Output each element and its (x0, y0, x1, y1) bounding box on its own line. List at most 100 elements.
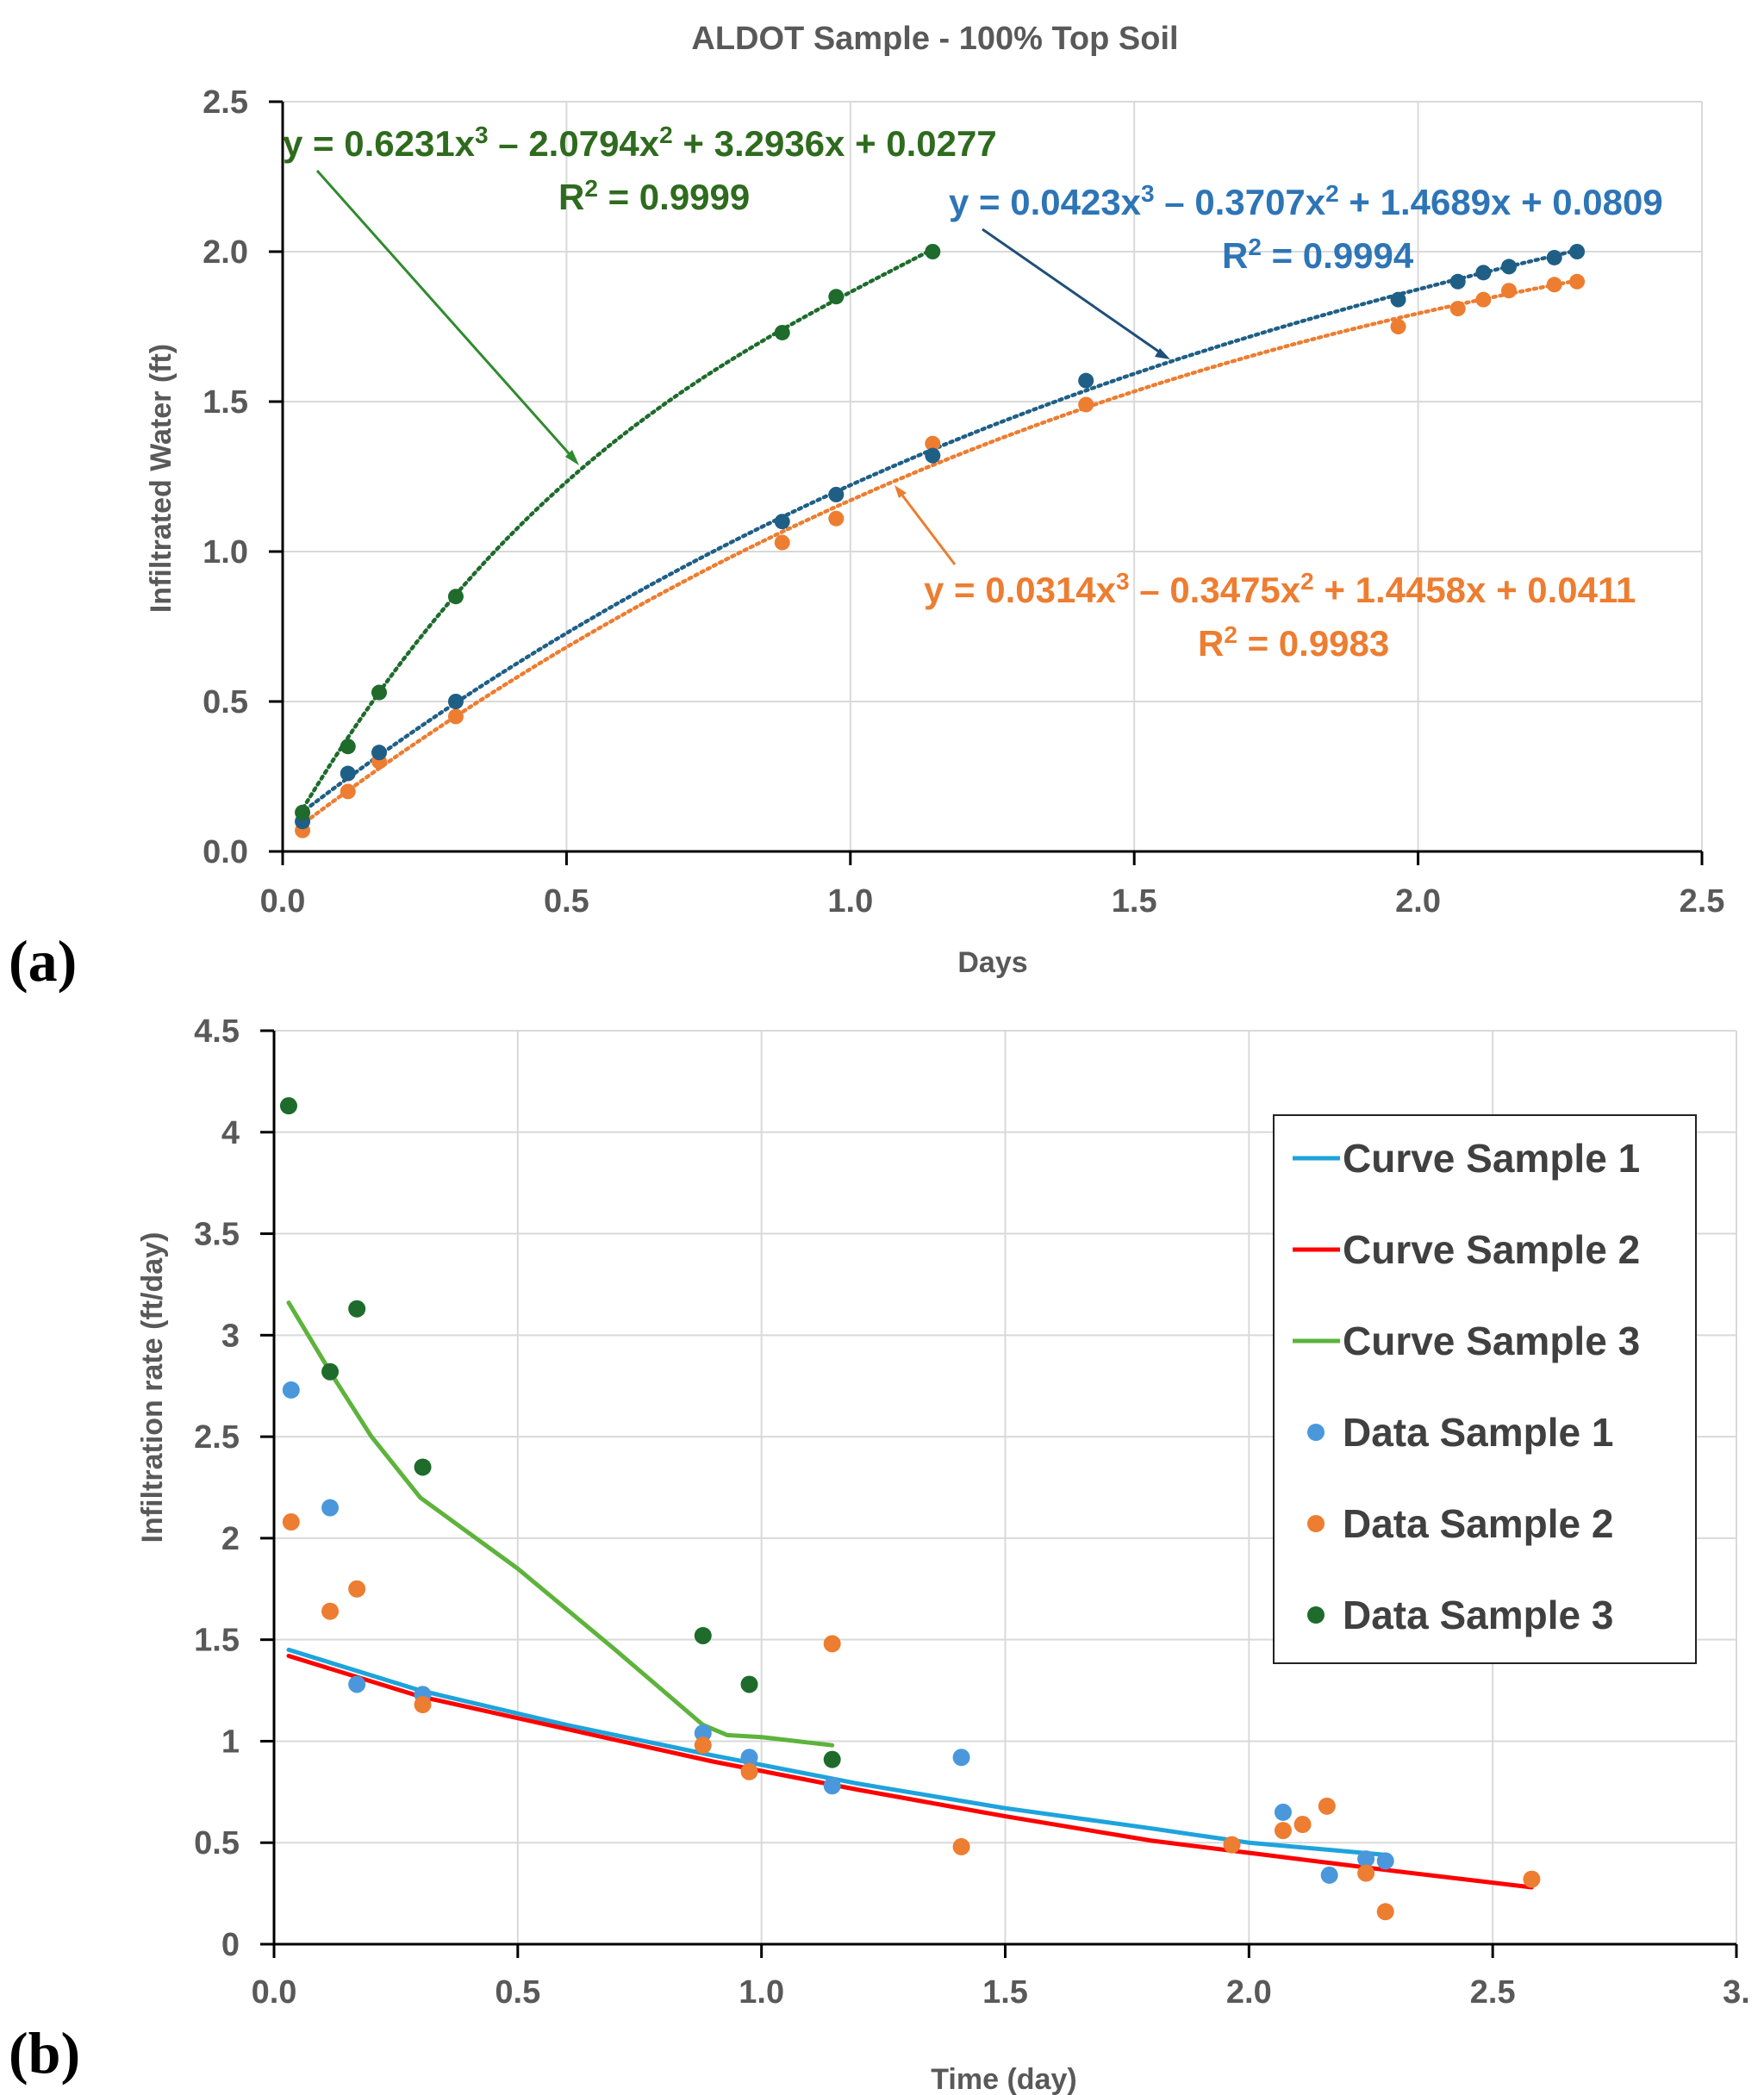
data-point-sample-1 (925, 447, 941, 464)
legend-label-curve-sample-3: Curve Sample 3 (1343, 1319, 1640, 1363)
y-tick-label: 2.5 (194, 1419, 240, 1456)
equation-blue-part3: + 1.4689x + 0.0809 (1339, 182, 1663, 222)
x-tick-label: 3. (1723, 1974, 1750, 2011)
data-point-sample-1 (828, 486, 845, 502)
data-point-sample-2 (1475, 291, 1492, 308)
data-point-data-sample-3 (279, 1097, 297, 1115)
equation-blue-sup2: 2 (1325, 180, 1339, 207)
r2-blue-label: R (1222, 235, 1248, 276)
data-point-data-sample-2 (952, 1837, 970, 1855)
x-tick-label: 0.0 (252, 1974, 297, 2011)
equation-green-part2: – 2.0794x (489, 123, 660, 164)
data-point-data-sample-2 (414, 1696, 432, 1714)
x-tick-label: 0.5 (544, 883, 589, 920)
data-point-data-sample-2 (740, 1762, 758, 1780)
trendline-sample-2 (297, 278, 1580, 828)
arrow-orange-head (894, 485, 907, 498)
data-point-sample-2 (1390, 319, 1406, 334)
r2-orange: R2 = 0.9983 (1198, 621, 1389, 664)
data-point-data-sample-1 (1357, 1850, 1375, 1868)
data-point-sample-3 (340, 739, 356, 755)
r2-blue: R2 = 0.9994 (1222, 234, 1414, 277)
data-point-data-sample-3 (823, 1750, 841, 1768)
x-tick-label: 0.5 (495, 1974, 540, 2011)
data-point-sample-1 (1569, 244, 1586, 259)
chart-b-x-axis-title: Time (day) (931, 2063, 1076, 2095)
equation-blue-part2: – 0.3707x (1155, 182, 1326, 222)
data-point-data-sample-3 (740, 1675, 758, 1693)
data-point-data-sample-2 (321, 1602, 340, 1620)
x-tick-label: 0.0 (260, 883, 306, 920)
x-tick-label: 2.0 (1226, 1974, 1272, 2011)
r2-blue-sup: 2 (1248, 234, 1262, 260)
data-point-data-sample-1 (952, 1749, 970, 1767)
y-tick-label: 0.5 (203, 684, 248, 720)
data-point-sample-3 (925, 244, 941, 259)
equation-green-part3: + 3.2936x + 0.0277 (673, 123, 997, 164)
legend-label-curve-sample-1: Curve Sample 1 (1343, 1136, 1640, 1181)
data-point-data-sample-1 (282, 1381, 300, 1399)
x-tick-label: 1.5 (1112, 883, 1157, 920)
data-point-data-sample-1 (694, 1724, 712, 1743)
data-point-data-sample-2 (1318, 1797, 1336, 1815)
y-tick-label: 4 (221, 1115, 240, 1151)
data-point-sample-2 (340, 783, 356, 800)
x-tick-label: 2.5 (1470, 1974, 1516, 2011)
chart-a-title: ALDOT Sample - 100% Top Soil (691, 21, 1178, 57)
data-point-data-sample-2 (1293, 1816, 1312, 1834)
chart-a-y-axis-title: Infiltrated Water (ft) (145, 344, 178, 613)
data-point-sample-1 (774, 514, 790, 530)
y-tick-label: 4.5 (194, 1013, 240, 1050)
equation-blue: y = 0.0423x3 – 0.3707x2 + 1.4689x + 0.08… (949, 180, 1663, 223)
data-point-sample-2 (1501, 283, 1518, 299)
panel-label-a: (a) (9, 928, 77, 994)
r2-orange-sup: 2 (1224, 621, 1237, 648)
r2-orange-label: R (1198, 623, 1224, 664)
y-tick-label: 2 (221, 1521, 240, 1557)
panel-label-b: (b) (9, 2020, 80, 2086)
equation-blue-sup1: 3 (1141, 180, 1155, 207)
data-point-sample-1 (371, 745, 387, 761)
legend-label-data-sample-2: Data Sample 2 (1343, 1501, 1613, 1546)
data-point-data-sample-2 (823, 1635, 841, 1653)
r2-green-value: = 0.9999 (598, 177, 750, 217)
data-point-data-sample-3 (414, 1458, 432, 1476)
equation-green: y = 0.6231x3 – 2.0794x2 + 3.2936x + 0.02… (283, 122, 997, 165)
data-point-data-sample-1 (348, 1675, 366, 1693)
data-point-data-sample-2 (1357, 1864, 1375, 1882)
equation-green-part1: y = 0.6231x (283, 123, 476, 164)
chart-b-axes (260, 1029, 1738, 1958)
trendline-sample-1 (297, 248, 1580, 816)
data-point-data-sample-2 (1376, 1903, 1394, 1921)
data-point-sample-2 (774, 534, 790, 551)
data-point-sample-3 (447, 589, 464, 605)
arrow-green (315, 170, 577, 462)
data-point-data-sample-1 (1376, 1852, 1394, 1870)
chart-a-x-axis-title: Days (957, 946, 1027, 979)
data-point-data-sample-2 (1223, 1836, 1241, 1854)
data-point-sample-3 (774, 324, 790, 340)
y-tick-label: 0.5 (194, 1825, 240, 1861)
data-point-sample-1 (1390, 291, 1406, 308)
arrow-blue (982, 228, 1166, 358)
trendline-sample-3 (297, 246, 935, 816)
legend-swatch-data-sample-3 (1307, 1606, 1325, 1624)
curve-curve-sample-3 (286, 1300, 835, 1748)
data-point-sample-1 (1449, 273, 1466, 290)
arrow-orange (896, 489, 957, 565)
data-point-sample-2 (925, 435, 941, 452)
data-point-sample-2 (1078, 396, 1094, 413)
data-point-data-sample-1 (823, 1777, 841, 1795)
chart-b-tick-labels: 0.0 0.5 1.0 1.5 2.0 2.5 3. 0 0.5 1 1.5 2 2.5 3 3.5 4 4.5 (194, 1013, 1750, 2011)
equation-orange-part1: y = 0.0314x (924, 570, 1117, 610)
data-point-sample-2 (1449, 301, 1466, 317)
x-tick-label: 1.0 (827, 883, 873, 920)
data-point-sample-3 (371, 684, 387, 701)
y-tick-label: 3 (221, 1318, 240, 1354)
data-point-sample-1 (340, 765, 356, 782)
x-tick-label: 2.5 (1680, 883, 1725, 920)
chart-a-tick-labels: 0.0 0.5 1.0 1.5 2.0 2.5 0.0 0.5 1.0 1.5 2.0 2.5 (203, 84, 1724, 920)
equation-blue-part1: y = 0.0423x (949, 182, 1142, 222)
data-point-data-sample-3 (321, 1362, 340, 1381)
legend-swatch-data-sample-2 (1307, 1515, 1325, 1532)
